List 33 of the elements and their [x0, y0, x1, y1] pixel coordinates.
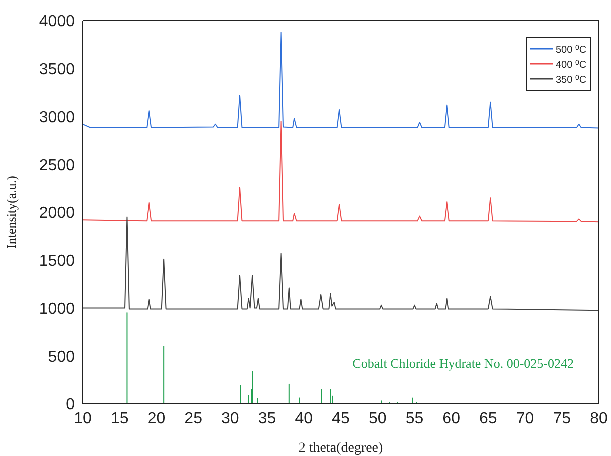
x-tick-label: 75 [553, 410, 572, 428]
x-tick-label: 20 [148, 410, 166, 428]
x-tick-label: 25 [184, 410, 203, 428]
y-tick-label: 2000 [39, 205, 76, 222]
x-tick-label: 70 [516, 410, 534, 428]
annotation: Cobalt Chloride Hydrate No. 00-025-0242 [352, 356, 574, 371]
y-tick-label: 3500 [39, 62, 76, 79]
x-tick-label: 50 [368, 410, 387, 428]
x-tick-label: 55 [406, 410, 424, 428]
y-tick-label: 2500 [39, 157, 76, 174]
line-series [83, 32, 599, 129]
x-tick-label: 80 [590, 410, 608, 428]
x-tick-label: 65 [480, 410, 498, 428]
x-tick-label: 15 [110, 410, 129, 428]
x-tick-label: 40 [295, 410, 314, 428]
x-tick-label: 45 [332, 410, 350, 428]
x-axis-title: 2 theta(degree) [298, 441, 384, 456]
y-tick-label: 1000 [39, 300, 76, 318]
x-tick-label: 10 [74, 410, 92, 428]
y-tick-label: 0 [66, 396, 76, 414]
line-series [83, 121, 599, 223]
y-tick-label: 500 [48, 348, 76, 366]
legend-label: 500 $^{0}$C [556, 44, 587, 56]
y-tick-label: 3000 [39, 109, 76, 126]
y-tick-label: 1500 [39, 253, 76, 270]
x-tick-label: 60 [442, 410, 461, 428]
legend-label: 350 $^{0}$C [556, 74, 587, 86]
legend-label: 400 $^{0}$C [556, 60, 587, 71]
x-tick-label: 30 [222, 410, 240, 428]
y-axis-title: Intensity(a.u.) [4, 176, 19, 249]
y-tick-label: 4000 [39, 14, 76, 31]
line-series [83, 216, 599, 312]
x-tick-label: 35 [258, 410, 276, 428]
